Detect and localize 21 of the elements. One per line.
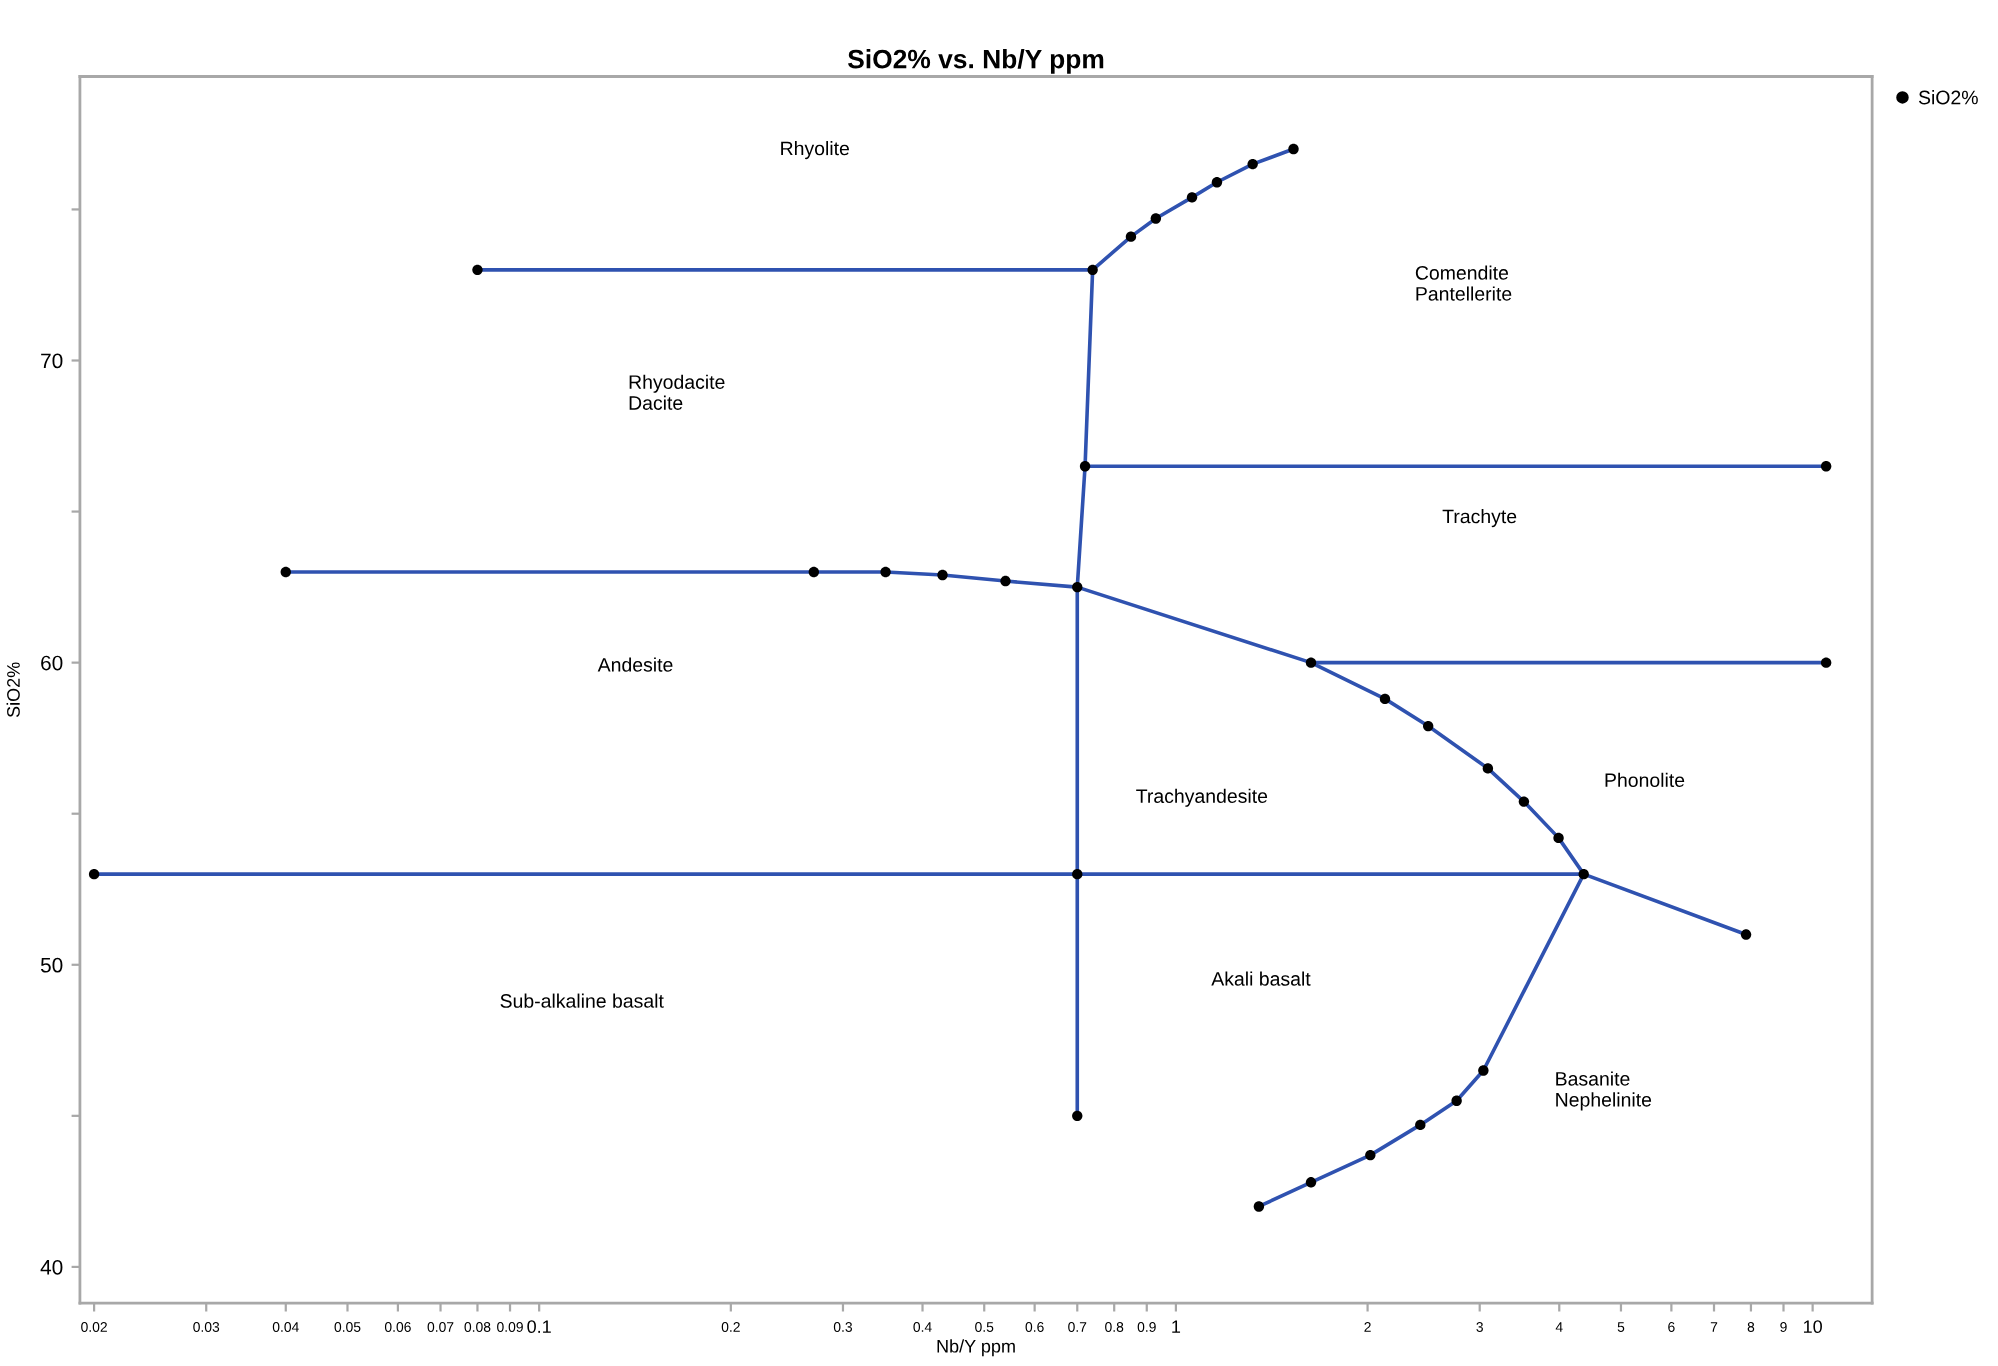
annotation: Andesite: [597, 657, 673, 672]
chart-title: SiO2% vs. Nb/Y ppm: [847, 49, 1104, 74]
annotation: Comendite Pantellerite: [1415, 265, 1512, 301]
x-tick-label: 10: [1803, 1320, 1822, 1334]
annotation: Trachyte: [1442, 509, 1517, 528]
legend-label: SiO2%: [1918, 90, 1978, 105]
y-axis-title: SiO2%: [6, 662, 20, 718]
annotation: Phonolite: [1605, 772, 1685, 788]
annotation: Trachyandesite: [1136, 788, 1268, 807]
y-tick-label: 40: [40, 1259, 63, 1275]
y-tick-label: 60: [41, 655, 63, 671]
y-tick-label: 50: [40, 957, 63, 973]
annotation: Sub-alkaline basalt: [500, 993, 664, 1008]
x-axis-title: Nb/Y ppm: [937, 1339, 1015, 1357]
y-tick-label: 70: [41, 353, 63, 369]
annotation: Akali basalt: [1211, 971, 1311, 986]
annotation: Rhyodacite Dacite: [629, 374, 725, 410]
x-tick-label: 1: [1172, 1320, 1181, 1333]
x-tick-label: 0.1: [527, 1320, 551, 1334]
annotation: Basanite Nephelinite: [1556, 1071, 1652, 1111]
annotation: Rhyolite: [781, 141, 849, 160]
